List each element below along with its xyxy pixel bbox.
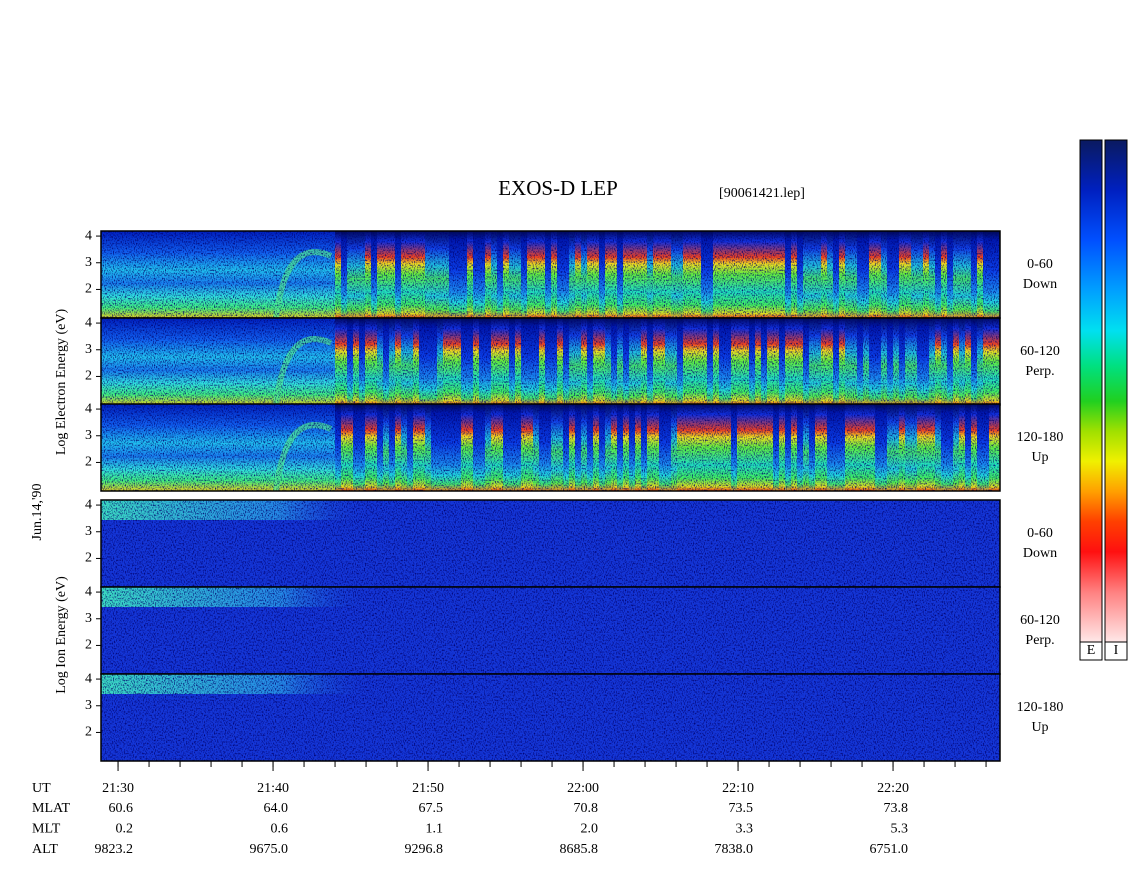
table-cell: 9296.8 [405,842,444,857]
table-cell: 60.6 [109,801,134,816]
colorbar [1079,139,1103,643]
table-cell: 9823.2 [95,842,134,857]
y-tick-label: 3 [85,524,92,539]
table-cell: 2.0 [581,822,599,837]
panel-label: Perp. [1025,633,1054,648]
panel-label: Down [1023,277,1057,292]
y-tick-label: 2 [85,282,92,297]
table-cell: 1.1 [426,822,444,837]
colorbar-label: I [1114,643,1119,658]
y-tick-label: 3 [85,342,92,357]
y-tick-label: 2 [85,638,92,653]
panel-label: Perp. [1025,364,1054,379]
table-cell: 9675.0 [250,842,289,857]
spectrogram-noise [101,404,1000,491]
x-tick-label: 22:10 [722,781,754,796]
panel-label: Up [1031,720,1048,735]
panel-label: 120-180 [1017,700,1064,715]
x-tick-label: 21:40 [257,781,289,796]
y-tick-label: 2 [85,551,92,566]
colorbar [1104,139,1128,643]
y-tick-label: 2 [85,725,92,740]
x-tick-label: 21:50 [412,781,444,796]
y-tick-label: 4 [85,228,92,243]
y-tick-label: 4 [85,401,92,416]
row-label: MLAT [32,801,71,816]
y-tick-label: 4 [85,584,92,599]
y-tick-label: 3 [85,698,92,713]
table-cell: 5.3 [891,822,909,837]
colorbar-label: E [1087,643,1096,658]
table-cell: 8685.8 [560,842,599,857]
panel-label: Down [1023,546,1057,561]
x-tick-label: 21:30 [102,781,134,796]
table-cell: 64.0 [264,801,289,816]
spectrogram-noise [101,318,1000,405]
y-tick-label: 2 [85,455,92,470]
panel-label: Up [1031,450,1048,465]
row-label: UT [32,781,51,796]
panel-label: 0-60 [1027,257,1053,272]
y-tick-label: 3 [85,611,92,626]
y-axis-label: Log Electron Energy (eV) [54,309,69,456]
row-label: ALT [32,842,58,857]
panel-label: 60-120 [1020,613,1060,628]
y-tick-label: 2 [85,369,92,384]
spectrogram-panel [101,500,1000,587]
table-cell: 6751.0 [870,842,909,857]
spectrogram-panel [101,674,1000,761]
table-cell: 3.3 [736,822,754,837]
table-cell: 7838.0 [715,842,754,857]
spectrogram-noise [101,674,1000,761]
table-cell: 67.5 [419,801,444,816]
row-label: MLT [32,822,61,837]
date-label: Jun.14,'90 [30,484,45,541]
table-cell: 0.6 [271,822,289,837]
y-tick-label: 3 [85,428,92,443]
spectrogram-panel [101,318,1000,406]
table-cell: 70.8 [574,801,599,816]
spectrogram-panel [101,587,1000,674]
colorbar-label-box [1104,641,1128,661]
panel-label: 60-120 [1020,344,1060,359]
panel-label: 120-180 [1017,430,1064,445]
spectrogram-panel [101,231,1000,319]
panel-frame [100,403,1001,492]
colorbar-label-box [1079,641,1103,661]
x-tick-label: 22:20 [877,781,909,796]
spectrogram-noise [101,587,1000,674]
file-label: [90061421.lep] [719,186,805,201]
panel-frame [100,673,1001,762]
y-tick-label: 4 [85,497,92,512]
y-tick-label: 4 [85,671,92,686]
panel-label: 0-60 [1027,526,1053,541]
x-tick-label: 22:00 [567,781,599,796]
table-cell: 0.2 [116,822,134,837]
spectrogram-noise [101,231,1000,318]
y-tick-label: 3 [85,255,92,270]
spectrogram-noise [101,500,1000,587]
table-cell: 73.5 [729,801,754,816]
y-tick-label: 4 [85,315,92,330]
y-axis-label: Log Ion Energy (eV) [54,576,69,694]
table-cell: 73.8 [884,801,909,816]
chart-title: EXOS-D LEP [498,176,618,200]
spectrogram-panel [101,404,1000,492]
